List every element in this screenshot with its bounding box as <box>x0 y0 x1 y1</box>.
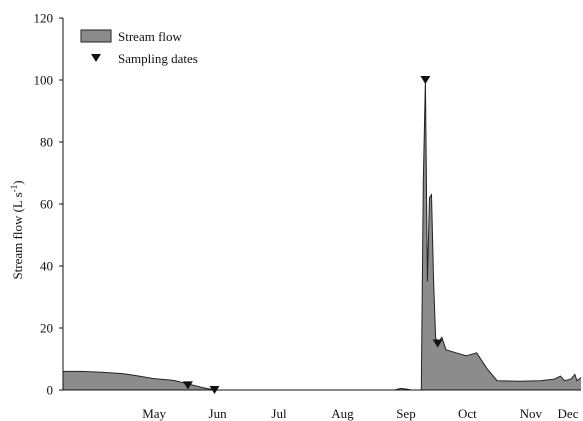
sampling-marker-0 <box>182 381 193 390</box>
x-axis: May Jun Jul Aug Sep Oct Nov Dec <box>63 389 581 421</box>
legend-label-stream-flow: Stream flow <box>118 29 183 44</box>
y-tick-label-40: 40 <box>40 259 53 274</box>
y-tick-label-20: 20 <box>40 321 53 336</box>
stream-flow-area <box>63 80 581 390</box>
y-tick-label-0: 0 <box>47 383 54 398</box>
legend: Stream flow Sampling dates <box>80 29 198 66</box>
x-tick-label-dec: Dec <box>558 406 579 421</box>
x-tick-label-sep: Sep <box>396 406 416 421</box>
y-tick-label-80: 80 <box>40 135 53 150</box>
x-tick-label-oct: Oct <box>458 406 477 421</box>
plot-area <box>63 79 582 391</box>
legend-swatch-stream-flow <box>80 29 112 43</box>
sampling-markers <box>182 76 443 394</box>
stream-flow-line <box>63 79 582 391</box>
y-tick-label-60: 60 <box>40 197 53 212</box>
y-axis-title-superscript: -1 <box>9 185 19 193</box>
y-axis: 0 20 40 60 80 100 120 <box>34 11 64 398</box>
sampling-marker-2 <box>420 76 431 84</box>
x-tick-label-jun: Jun <box>209 406 228 421</box>
y-tick-label-100: 100 <box>34 73 54 88</box>
legend-label-sampling-dates: Sampling dates <box>118 51 198 66</box>
x-tick-label-aug: Aug <box>331 406 354 421</box>
legend-marker-sampling <box>91 54 101 62</box>
sampling-marker-3 <box>432 339 443 348</box>
x-tick-label-nov: Nov <box>520 406 543 421</box>
y-tick-label-120: 120 <box>34 11 54 26</box>
y-axis-title: Stream flow (L s-1) <box>9 180 25 279</box>
x-tick-label-may: May <box>142 406 166 421</box>
x-tick-label-jul: Jul <box>271 406 287 421</box>
